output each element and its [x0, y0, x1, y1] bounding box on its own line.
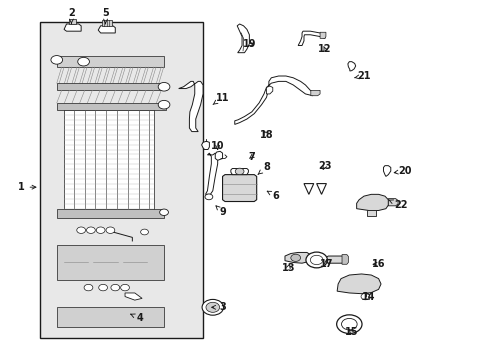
Text: 3: 3 — [211, 302, 225, 312]
Polygon shape — [178, 81, 203, 132]
Polygon shape — [341, 255, 347, 264]
Circle shape — [84, 284, 93, 291]
Text: 6: 6 — [266, 191, 279, 201]
Text: 5: 5 — [102, 8, 109, 24]
Polygon shape — [57, 56, 163, 67]
Polygon shape — [64, 110, 154, 209]
Text: 8: 8 — [258, 162, 269, 174]
Text: 10: 10 — [210, 141, 224, 151]
Circle shape — [96, 227, 105, 233]
Text: 7: 7 — [248, 152, 255, 162]
Text: 19: 19 — [242, 39, 256, 49]
Polygon shape — [234, 76, 312, 125]
Text: 17: 17 — [319, 259, 332, 269]
Circle shape — [78, 57, 89, 66]
Circle shape — [204, 194, 212, 200]
Polygon shape — [366, 211, 375, 216]
Circle shape — [310, 255, 323, 265]
Polygon shape — [316, 184, 326, 194]
Text: 22: 22 — [387, 200, 407, 210]
Text: 16: 16 — [371, 259, 385, 269]
Circle shape — [159, 209, 168, 216]
Text: 15: 15 — [345, 327, 358, 337]
Text: 1: 1 — [18, 182, 36, 192]
Text: 21: 21 — [354, 71, 370, 81]
Circle shape — [205, 302, 219, 312]
Circle shape — [51, 55, 62, 64]
Polygon shape — [347, 62, 355, 71]
Circle shape — [86, 227, 95, 233]
Polygon shape — [57, 209, 163, 218]
Polygon shape — [336, 274, 380, 294]
Text: 12: 12 — [318, 44, 331, 54]
Polygon shape — [69, 19, 76, 24]
Text: 9: 9 — [216, 206, 225, 217]
Polygon shape — [304, 184, 313, 194]
Polygon shape — [230, 168, 248, 175]
Polygon shape — [64, 24, 81, 31]
Circle shape — [121, 284, 129, 291]
Circle shape — [141, 229, 148, 235]
Polygon shape — [222, 175, 256, 202]
Text: 4: 4 — [130, 313, 143, 323]
Polygon shape — [57, 244, 163, 280]
Circle shape — [158, 100, 169, 109]
Circle shape — [290, 254, 300, 261]
Circle shape — [111, 284, 120, 291]
Polygon shape — [215, 151, 222, 160]
Polygon shape — [361, 294, 368, 299]
Circle shape — [336, 315, 361, 333]
Polygon shape — [266, 86, 272, 94]
Polygon shape — [387, 199, 397, 206]
Circle shape — [360, 293, 369, 300]
Text: 18: 18 — [259, 130, 273, 140]
Circle shape — [106, 227, 115, 233]
Text: 20: 20 — [393, 166, 411, 176]
Circle shape — [99, 284, 107, 291]
Polygon shape — [57, 103, 166, 110]
Polygon shape — [383, 166, 390, 176]
Circle shape — [77, 227, 85, 233]
Polygon shape — [320, 32, 325, 39]
Polygon shape — [98, 26, 115, 33]
Polygon shape — [298, 31, 325, 45]
Circle shape — [341, 319, 356, 330]
Text: 2: 2 — [68, 8, 75, 24]
Polygon shape — [57, 307, 163, 327]
Polygon shape — [57, 83, 166, 90]
Circle shape — [158, 82, 169, 91]
Polygon shape — [325, 256, 345, 263]
Text: 13: 13 — [281, 263, 295, 273]
Circle shape — [305, 252, 327, 268]
Text: 11: 11 — [213, 93, 229, 104]
Polygon shape — [356, 194, 387, 211]
Polygon shape — [125, 293, 142, 300]
Circle shape — [235, 168, 244, 175]
Polygon shape — [102, 21, 112, 26]
Polygon shape — [201, 141, 209, 149]
Polygon shape — [205, 153, 217, 194]
Text: 23: 23 — [318, 161, 331, 171]
Polygon shape — [310, 90, 320, 96]
Text: 14: 14 — [361, 292, 375, 302]
Circle shape — [202, 300, 223, 315]
Polygon shape — [237, 24, 249, 53]
FancyBboxPatch shape — [40, 22, 203, 338]
Polygon shape — [285, 252, 310, 263]
